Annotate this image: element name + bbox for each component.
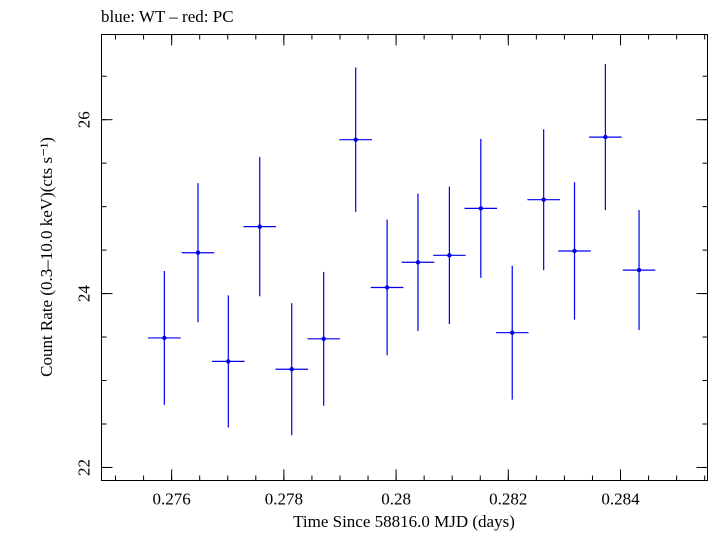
axis-layer: 0.276 0.278 0.28 0.282 0.284 22 24 26 [75, 34, 708, 509]
series-layer [148, 64, 656, 436]
data-point [307, 271, 340, 406]
x-axis-label: Time Since 58816.0 MJD (days) [293, 512, 515, 531]
point-marker [541, 197, 546, 202]
data-point [370, 219, 404, 356]
y-tick-label: 22 [75, 459, 94, 476]
data-point [339, 67, 372, 212]
point-marker [447, 253, 452, 258]
point-marker [384, 285, 390, 290]
point-marker [353, 137, 358, 142]
data-point [495, 265, 529, 400]
point-marker [510, 330, 515, 335]
y-axis-label: Count Rate (0.3–10.0 keV)(cts s⁻¹) [37, 137, 56, 377]
data-point [212, 295, 245, 428]
data-point [275, 303, 308, 436]
chart-title: blue: WT – red: PC [101, 7, 234, 26]
data-point [464, 138, 498, 278]
point-marker [226, 359, 231, 364]
plot-frame [101, 34, 708, 481]
point-marker [162, 335, 167, 341]
y-tick-label: 26 [75, 111, 94, 128]
data-point [401, 193, 435, 331]
point-marker [603, 134, 608, 140]
x-tick-label: 0.276 [153, 490, 191, 509]
data-point [433, 186, 466, 325]
data-point [622, 210, 656, 331]
point-marker [478, 206, 484, 211]
point-marker [257, 224, 262, 229]
point-marker [415, 260, 421, 265]
data-point [527, 129, 560, 271]
x-tick-label: 0.278 [265, 490, 303, 509]
data-point [558, 182, 591, 320]
point-marker [572, 248, 577, 254]
x-tick-label: 0.282 [489, 490, 527, 509]
data-point [148, 270, 181, 405]
point-marker [195, 250, 201, 255]
data-point [589, 64, 622, 211]
y-tick-label: 24 [75, 285, 94, 303]
point-marker [321, 336, 326, 341]
x-tick-label: 0.284 [601, 490, 640, 509]
data-point [181, 183, 215, 323]
point-marker [636, 267, 642, 273]
x-tick-label: 0.28 [381, 490, 411, 509]
point-marker [289, 367, 294, 372]
data-point [243, 157, 277, 297]
